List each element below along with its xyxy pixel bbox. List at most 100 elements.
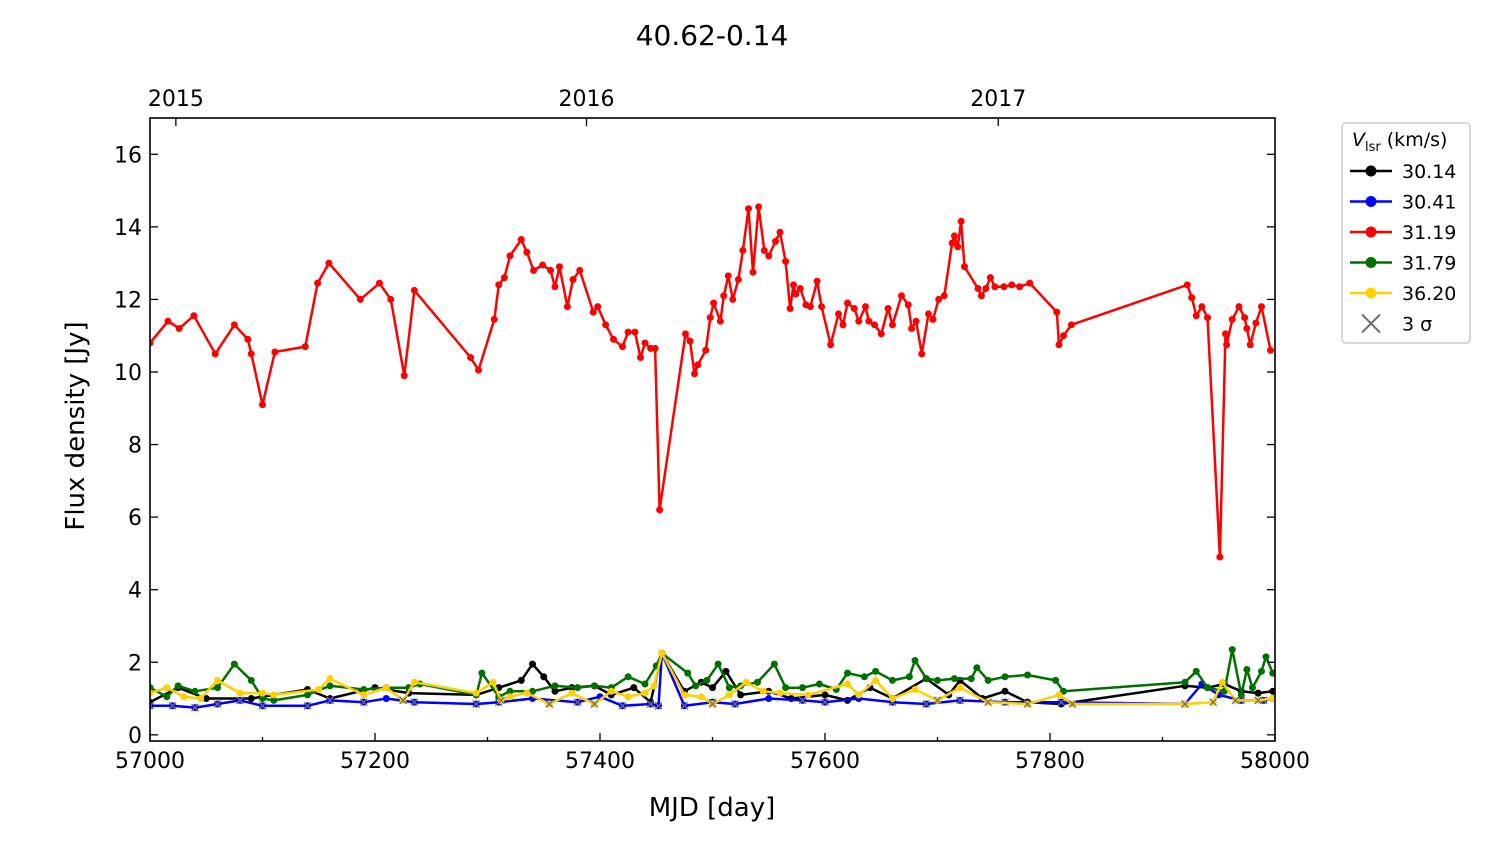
data-point-31.19 — [865, 317, 873, 325]
data-point-31.79 — [590, 682, 598, 690]
data-point-30.14 — [630, 684, 638, 692]
data-point-31.79 — [1001, 673, 1009, 681]
data-point-36.20 — [163, 684, 171, 692]
data-point-31.19 — [271, 348, 279, 356]
data-point-31.79 — [641, 680, 649, 688]
data-point-36.20 — [326, 675, 334, 683]
three-sigma-marker — [410, 698, 419, 707]
x-tick-label: 57600 — [790, 749, 860, 774]
data-point-31.19 — [594, 303, 602, 311]
data-point-31.19 — [556, 263, 563, 271]
data-point-31.19 — [904, 301, 912, 309]
data-point-31.19 — [776, 228, 784, 236]
data-point-31.19 — [563, 303, 571, 311]
data-point-36.20 — [658, 649, 666, 657]
data-point-31.79 — [360, 685, 368, 693]
legend-label-30.41: 30.41 — [1402, 192, 1456, 214]
data-point-31.79 — [934, 676, 941, 684]
data-point-30.14 — [1001, 687, 1009, 695]
data-point-31.19 — [918, 350, 926, 358]
series-line-30.41 — [150, 651, 1274, 709]
data-point-36.20 — [259, 689, 266, 697]
data-point-31.19 — [1198, 303, 1206, 311]
data-point-31.19 — [1267, 346, 1274, 354]
data-point-31.19 — [164, 317, 172, 325]
three-sigma-marker — [236, 696, 244, 705]
data-point-31.19 — [314, 279, 322, 287]
data-point-31.19 — [387, 295, 395, 303]
legend-box — [1341, 122, 1471, 344]
data-point-31.19 — [1192, 312, 1200, 320]
data-point-31.19 — [651, 344, 659, 352]
x-tick-label: 57800 — [1015, 749, 1085, 774]
data-point-36.20 — [697, 693, 705, 701]
legend-marker-31.19 — [1365, 226, 1377, 238]
data-point-31.79 — [967, 675, 975, 683]
data-point-31.19 — [871, 321, 878, 329]
data-point-31.19 — [610, 335, 617, 343]
data-point-31.19 — [517, 236, 525, 244]
data-point-31.19 — [818, 303, 826, 311]
data-point-31.19 — [211, 350, 219, 358]
data-point-31.19 — [475, 366, 482, 374]
top-tick-label-year: 2017 — [970, 87, 1026, 112]
data-point-36.20 — [1055, 691, 1063, 699]
data-point-31.79 — [150, 684, 154, 692]
data-point-31.19 — [569, 275, 577, 283]
data-point-31.19 — [523, 248, 531, 256]
data-point-31.19 — [729, 295, 737, 303]
data-point-31.19 — [908, 324, 916, 332]
data-point-36.20 — [1269, 695, 1275, 703]
data-point-31.19 — [400, 372, 408, 380]
data-point-31.19 — [1252, 319, 1260, 327]
data-point-31.19 — [376, 279, 383, 287]
data-point-30.14 — [517, 676, 525, 684]
legend-label-31.79: 31.79 — [1402, 253, 1456, 275]
data-point-31.79 — [770, 660, 778, 668]
data-point-31.79 — [844, 669, 851, 677]
data-point-36.20 — [150, 689, 154, 697]
data-point-30.14 — [1254, 689, 1262, 697]
data-point-31.19 — [724, 272, 732, 280]
y-tick-label: 12 — [114, 288, 142, 313]
data-point-31.19 — [749, 268, 757, 276]
three-sigma-marker — [654, 701, 663, 710]
y-axis-label: Flux density [Jy] — [61, 321, 91, 530]
data-point-30.14 — [1269, 687, 1275, 695]
data-point-31.19 — [898, 292, 905, 300]
data-point-31.79 — [725, 684, 733, 692]
data-point-31.19 — [150, 339, 154, 347]
data-point-30.14 — [551, 687, 559, 695]
data-point-31.79 — [984, 676, 992, 684]
x-tick-label: 58000 — [1240, 749, 1310, 774]
data-point-31.19 — [539, 261, 547, 269]
data-point-31.79 — [1237, 691, 1245, 699]
three-sigma-marker — [303, 701, 312, 710]
legend-label-30.14: 30.14 — [1402, 161, 1456, 183]
data-point-31.19 — [716, 317, 724, 325]
data-point-30.14 — [722, 667, 730, 675]
data-point-31.19 — [1016, 283, 1024, 291]
data-point-31.19 — [982, 285, 990, 293]
data-point-31.79 — [624, 673, 632, 681]
data-point-36.20 — [489, 678, 497, 686]
data-point-36.20 — [776, 689, 784, 697]
data-point-31.19 — [691, 370, 698, 378]
series-line-36.20 — [150, 651, 1273, 706]
data-point-31.19 — [813, 277, 821, 285]
data-point-31.19 — [957, 217, 965, 225]
data-point-30.14 — [709, 684, 716, 692]
data-point-31.79 — [191, 687, 199, 695]
data-point-31.79 — [1052, 676, 1060, 684]
three-sigma-marker — [1231, 696, 1240, 705]
y-tick-label: 8 — [128, 434, 142, 459]
three-sigma-marker — [984, 698, 993, 707]
data-point-31.19 — [1216, 553, 1224, 561]
data-point-31.79 — [1192, 667, 1200, 675]
y-tick-label: 6 — [128, 506, 142, 531]
legend-title: Vlsr (km/s) — [1352, 129, 1447, 155]
data-point-31.19 — [977, 292, 985, 300]
three-sigma-marker — [399, 696, 408, 705]
three-sigma-marker — [150, 701, 154, 710]
